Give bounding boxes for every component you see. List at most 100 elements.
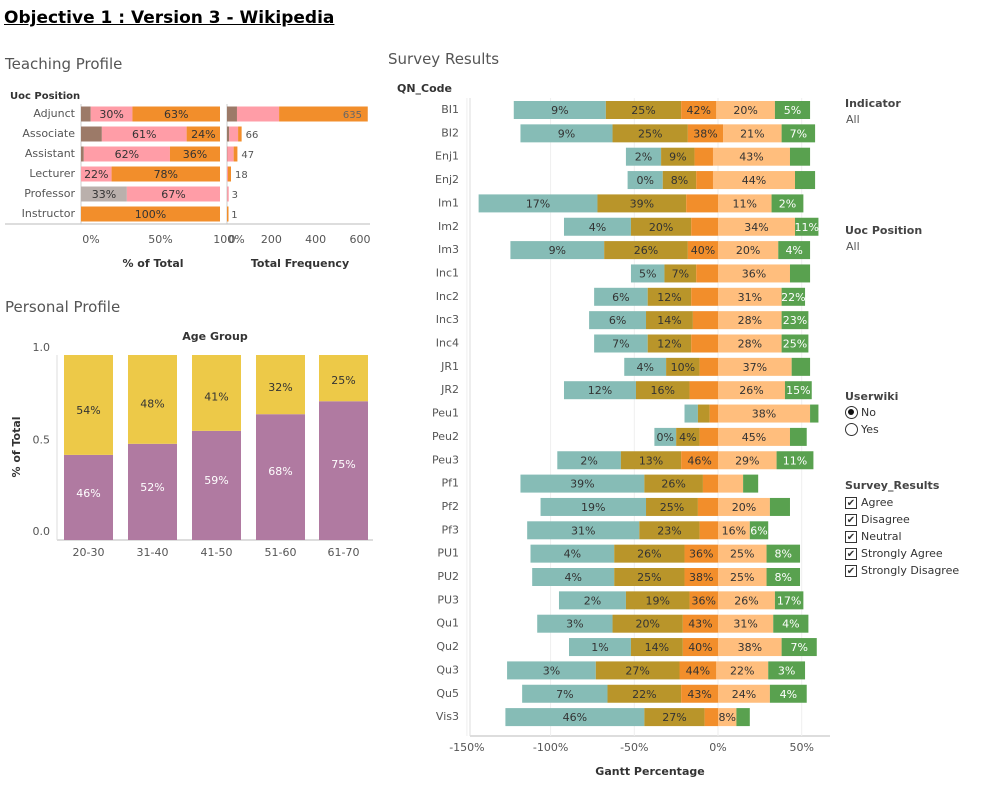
survey-bar-neutral — [699, 427, 718, 446]
frequency-bar — [236, 106, 280, 122]
survey-bar-label: 28% — [738, 314, 762, 327]
survey-bar-agree — [712, 147, 790, 166]
survey-bar-strongly-disagree — [530, 544, 615, 563]
teaching-pct-bar — [81, 146, 84, 162]
survey-bar-label: 7% — [790, 127, 807, 140]
survey-bar-disagree — [639, 521, 700, 540]
age-bar-yes-label: 25% — [331, 374, 355, 387]
survey-bar-agree — [718, 614, 774, 633]
survey-bar-agree — [718, 708, 737, 727]
survey-row-label: Peu1 — [432, 407, 459, 420]
survey-bar-label: 46% — [563, 711, 587, 724]
survey-x-tick: 0% — [709, 741, 726, 754]
survey-row-label: PU1 — [437, 547, 459, 560]
survey-bar-label: 4% — [679, 431, 696, 444]
survey-bar-disagree — [605, 101, 682, 119]
survey-bar-strongly-disagree — [627, 171, 663, 190]
survey-row-label: Pf2 — [441, 500, 459, 513]
survey-bar-agree — [718, 521, 750, 540]
survey-bar-strongly-disagree — [537, 614, 613, 633]
frequency-bar — [227, 166, 229, 182]
survey-bar-disagree — [644, 474, 703, 493]
userwiki-option-label: Yes — [861, 423, 879, 436]
survey-bar-label: 39% — [630, 197, 654, 210]
survey-bar-label: 4% — [636, 361, 653, 374]
survey-filter-disagree[interactable]: ✔ Disagree — [845, 513, 910, 526]
survey-bar-label: 26% — [739, 384, 763, 397]
survey-row-label: Pf3 — [441, 523, 459, 536]
survey-bar-strongly-disagree — [654, 427, 677, 446]
survey-bar-label: 9% — [551, 104, 568, 117]
survey-bar-label: 9% — [669, 151, 686, 164]
survey-bar-agree — [718, 241, 779, 260]
survey-bar-strongly-agree — [774, 591, 804, 610]
survey-filter-label: Neutral — [861, 530, 902, 543]
survey-bar-strongly-agree — [781, 311, 809, 330]
teaching-pct-bar — [169, 146, 220, 162]
survey-bar-neutral — [679, 661, 717, 680]
survey-row-label: Vis3 — [436, 710, 459, 723]
survey-row-label: Pf1 — [441, 477, 459, 490]
survey-row-label: Inc3 — [436, 313, 459, 326]
radio-selected-icon[interactable] — [845, 406, 858, 419]
teaching-category-label: Adjunct — [33, 107, 75, 120]
frequency-tick: 0 — [229, 233, 236, 246]
teaching-pct-label: 36% — [183, 148, 207, 161]
userwiki-option-yes[interactable]: Yes — [845, 423, 879, 436]
frequency-bar — [238, 126, 242, 142]
survey-bar-label: 25% — [637, 571, 661, 584]
checkbox-checked-icon[interactable]: ✔ — [845, 547, 857, 560]
survey-bar-agree — [718, 194, 772, 213]
survey-bar-disagree — [612, 614, 683, 633]
survey-row-header: QN_Code — [397, 82, 452, 95]
teaching-pct-bar — [111, 166, 220, 182]
teaching-pct-label: 67% — [161, 188, 185, 201]
checkbox-checked-icon[interactable]: ✔ — [845, 530, 857, 543]
survey-bar-strongly-agree — [778, 241, 811, 260]
survey-bar-label: 4% — [780, 688, 797, 701]
survey-bar-label: 43% — [739, 151, 763, 164]
survey-bar-strongly-agree — [789, 264, 811, 283]
teaching-pct-bar — [81, 186, 127, 202]
survey-filter-neutral[interactable]: ✔ Neutral — [845, 530, 902, 543]
survey-filter-agree[interactable]: ✔ Agree — [845, 496, 893, 509]
frequency-bar — [229, 126, 239, 142]
survey-bar-disagree — [662, 171, 697, 190]
frequency-total-label: 635 — [343, 110, 362, 121]
survey-bar-label: 40% — [691, 244, 715, 257]
page-title: Objective 1 : Version 3 - Wikipedia — [4, 8, 335, 28]
survey-bar-label: 15% — [786, 384, 810, 397]
uoc-position-filter-value[interactable]: All — [846, 240, 860, 253]
indicator-filter-value[interactable]: All — [846, 113, 860, 126]
survey-bar-strongly-agree — [781, 124, 816, 143]
survey-filter-strongly-disagree[interactable]: ✔ Strongly Disagree — [845, 564, 959, 577]
age-ylabel: % of Total — [10, 416, 23, 477]
survey-bar-label: 23% — [783, 314, 807, 327]
survey-bar-label: 11% — [794, 221, 818, 234]
survey-bar-strongly-disagree — [520, 474, 645, 493]
checkbox-checked-icon[interactable]: ✔ — [845, 564, 857, 577]
survey-bar-strongly-agree — [795, 217, 819, 236]
survey-bar-label: 6% — [750, 524, 767, 537]
userwiki-option-no[interactable]: No — [845, 406, 876, 419]
survey-bar-strongly-agree — [769, 684, 807, 703]
survey-bar-label: 17% — [526, 197, 550, 210]
frequency-bar — [227, 146, 234, 162]
survey-bar-strongly-agree — [768, 661, 806, 680]
radio-unselected-icon[interactable] — [845, 423, 858, 436]
age-bar-yes — [64, 355, 113, 455]
survey-row-label: BI2 — [441, 126, 459, 139]
survey-bar-label: 11% — [733, 197, 757, 210]
survey-filter-strongly-agree[interactable]: ✔ Strongly Agree — [845, 547, 943, 560]
survey-bar-disagree — [647, 334, 692, 353]
survey-bar-label: 27% — [625, 664, 649, 677]
survey-bar-agree — [718, 497, 770, 516]
survey-bar-label: 14% — [657, 314, 681, 327]
survey-row-label: Qu3 — [436, 663, 459, 676]
checkbox-checked-icon[interactable]: ✔ — [845, 496, 857, 509]
checkbox-checked-icon[interactable]: ✔ — [845, 513, 857, 526]
survey-bar-agree — [718, 381, 785, 400]
teaching-pct-label: 24% — [191, 128, 215, 141]
teaching-pct-xlabel: % of Total — [122, 257, 183, 270]
teaching-category-label: Professor — [24, 187, 75, 200]
